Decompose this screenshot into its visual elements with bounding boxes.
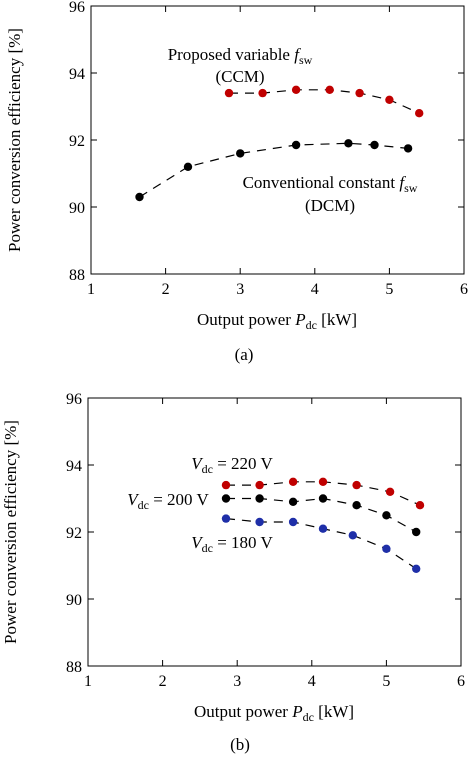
y-tick-label: 92 — [69, 133, 85, 150]
y-tick-label: 90 — [69, 200, 85, 217]
data-point — [288, 517, 298, 527]
y-tick-label: 90 — [66, 592, 82, 609]
x-tick-label: 2 — [159, 673, 167, 690]
panel-a: 1 2 3 4 5 6 88 90 92 94 96 Power conversion effici… — [5, 0, 468, 364]
y-tick-label: 92 — [66, 525, 82, 542]
data-point — [352, 480, 361, 490]
data-point — [370, 140, 379, 150]
data-point — [352, 501, 361, 510]
data-point — [412, 564, 421, 573]
data-point — [236, 149, 245, 158]
data-point — [385, 95, 394, 105]
x-tick-label: 4 — [308, 673, 316, 690]
data-point — [355, 88, 364, 98]
data-point — [385, 487, 395, 496]
x-tick-label: 3 — [236, 281, 244, 298]
data-point — [403, 144, 413, 153]
y-axis-title-a: Power conversion efficiency [%] — [5, 28, 24, 252]
data-point — [325, 85, 334, 95]
data-point — [291, 140, 301, 150]
y-tick-label: 96 — [69, 0, 85, 16]
data-point — [221, 494, 231, 503]
x-tick-label: 6 — [460, 281, 468, 298]
x-tick-label: 5 — [385, 281, 393, 298]
panel-b: 1 2 3 4 5 6 88 90 92 94 96 Power conversion effici… — [1, 391, 465, 754]
y-axis-title-b: Power conversion efficiency [%] — [1, 420, 20, 644]
marks-b — [221, 477, 425, 573]
marks-a — [135, 85, 424, 202]
data-point — [288, 477, 298, 486]
data-point — [135, 192, 144, 202]
data-point — [258, 88, 267, 98]
x-tick-label: 1 — [87, 281, 95, 298]
y-tick-label: 94 — [66, 458, 82, 475]
x-tick-label: 4 — [311, 281, 319, 298]
data-point — [415, 109, 424, 118]
data-point — [318, 524, 328, 533]
y-tick-label: 96 — [66, 391, 82, 408]
x-tick-label: 1 — [84, 673, 92, 690]
annotation-vdc-220: Vdc = 220 V — [191, 454, 273, 476]
data-point — [221, 514, 231, 523]
x-tick-label: 3 — [233, 673, 241, 690]
data-point — [348, 531, 357, 540]
x-axis-title-b: Output power Pdc [kW] — [194, 702, 354, 724]
annotation-proposed-mode: (CCM) — [215, 67, 264, 86]
y-tick-label: 94 — [69, 66, 85, 83]
x-tick-label: 5 — [382, 673, 390, 690]
data-point — [183, 162, 193, 171]
annotation-conventional-mode: (DCM) — [305, 196, 355, 215]
data-point — [288, 497, 298, 506]
x-tick-label: 6 — [457, 673, 465, 690]
data-point — [255, 517, 264, 527]
data-point — [318, 494, 328, 503]
data-point — [291, 85, 301, 95]
data-point — [255, 494, 264, 503]
data-point — [382, 511, 391, 520]
annotation-proposed: Proposed variable fsw — [168, 45, 313, 67]
caption-b: (b) — [230, 735, 250, 754]
ticks-a: 1 2 3 4 5 6 88 90 92 94 96 — [69, 0, 468, 298]
data-point — [224, 88, 234, 98]
data-point — [255, 480, 264, 490]
x-axis-title-a: Output power Pdc [kW] — [197, 310, 357, 332]
data-point — [382, 544, 391, 553]
annotation-conventional: Conventional constant fsw — [243, 173, 418, 195]
plot-frame-b — [87, 397, 462, 667]
annotation-vdc-180: Vdc = 180 V — [191, 533, 273, 555]
y-tick-label: 88 — [66, 659, 82, 676]
data-point — [412, 527, 421, 537]
x-tick-label: 2 — [162, 281, 170, 298]
y-tick-label: 88 — [69, 267, 85, 284]
data-point — [415, 501, 425, 510]
caption-a: (a) — [235, 345, 254, 364]
data-point — [318, 477, 328, 486]
annotation-vdc-200: Vdc = 200 V — [127, 490, 209, 512]
ticks-b: 1 2 3 4 5 6 88 90 92 94 96 — [66, 391, 465, 690]
data-point — [221, 480, 231, 490]
data-point — [344, 139, 353, 148]
